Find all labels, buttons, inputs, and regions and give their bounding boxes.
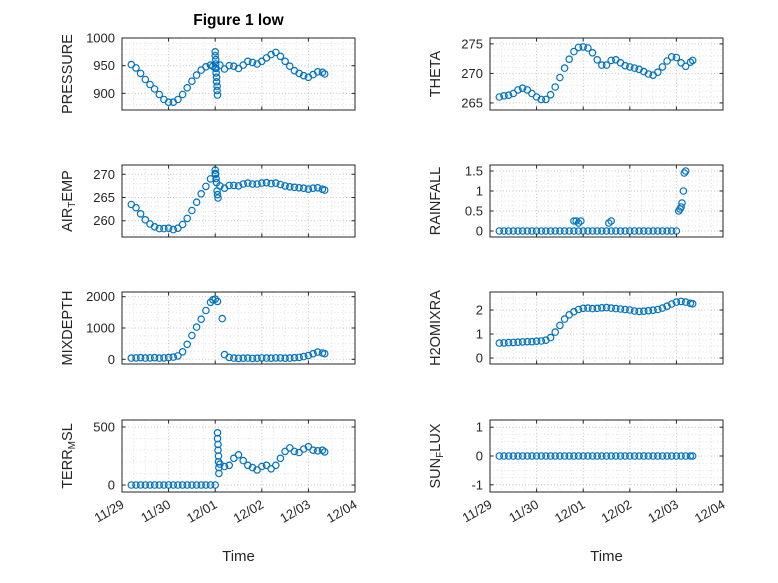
svg-text:0.5: 0.5 [465,204,483,219]
subplot-terr-msl: 0 500 TERRMSL 11/29 11/30 12/01 12/02 12/03 12/0… [22,386,370,581]
svg-text:11/29: 11/29 [92,497,127,526]
svg-text:500: 500 [93,419,115,434]
svg-text:270: 270 [461,66,483,81]
svg-text:1: 1 [476,420,483,435]
svg-text:1: 1 [476,327,483,342]
svg-text:12/04: 12/04 [324,497,360,526]
svg-text:260: 260 [93,213,115,228]
figure-title: Figure 1 low [193,12,284,29]
mixdepth-plot-svg: 0 1000 2000 MIXDEPTH [60,289,356,367]
subplot-rainfall: 0 0.5 1 1.5 RAINFALL [390,131,738,243]
svg-text:900: 900 [93,86,115,101]
svg-text:11/30: 11/30 [506,497,541,526]
subplot-air-temp: 260 265 270 AIRTEMP [22,131,370,243]
svg-text:265: 265 [93,190,115,205]
terr-msl-plot-svg: 0 500 TERRMSL 11/29 11/30 12/01 12/02 12/03 12/0… [60,419,360,526]
svg-text:PRESSURE: PRESSURE [60,34,76,114]
svg-text:275: 275 [461,36,483,51]
svg-text:12/03: 12/03 [645,497,681,526]
svg-text:MIXDEPTH: MIXDEPTH [60,291,76,366]
rainfall-plot-svg: 0 0.5 1 1.5 RAINFALL [428,164,724,239]
svg-text:0: 0 [476,224,483,239]
svg-text:265: 265 [461,95,483,110]
svg-text:H2OMIXRA: H2OMIXRA [428,290,444,366]
x-axis-label-right: Time [590,548,623,565]
pressure-plot-svg: 900 950 1000 PRESSURE [60,31,356,114]
subplot-theta: 265 270 275 THETA [390,4,738,116]
svg-text:12/01: 12/01 [552,497,588,526]
svg-text:TERRMSL: TERRMSL [60,423,78,489]
subplot-sun-flux: -1 0 1 SUNFLUX 11/29 11/30 12/01 12/02 12/03 12/0… [390,386,738,581]
svg-text:-1: -1 [471,477,483,492]
svg-text:11/29: 11/29 [460,497,495,526]
svg-text:1000: 1000 [86,31,115,46]
subplot-mixdepth: 0 1000 2000 MIXDEPTH [22,258,370,370]
svg-text:0: 0 [476,351,483,366]
sun-flux-plot-svg: -1 0 1 SUNFLUX 11/29 11/30 12/01 12/02 12/03 12/0… [428,419,728,526]
svg-text:0: 0 [108,352,115,367]
svg-text:2000: 2000 [86,289,115,304]
svg-text:THETA: THETA [428,50,444,97]
svg-text:1: 1 [476,184,483,199]
subplot-h2omixra: 0 1 2 H2OMIXRA [390,258,738,370]
svg-text:RAINFALL: RAINFALL [428,167,444,236]
svg-text:SUNFLUX: SUNFLUX [428,423,446,488]
svg-text:12/01: 12/01 [184,497,220,526]
svg-text:12/02: 12/02 [599,497,635,526]
svg-text:1000: 1000 [86,321,115,336]
svg-text:1.5: 1.5 [465,164,483,179]
svg-text:0: 0 [108,478,115,493]
svg-text:12/02: 12/02 [231,497,267,526]
svg-text:0: 0 [476,449,483,464]
svg-text:12/03: 12/03 [277,497,313,526]
svg-text:AIRTEMP: AIRTEMP [60,170,78,232]
theta-plot-svg: 265 270 275 THETA [428,36,724,111]
svg-text:2: 2 [476,303,483,318]
svg-text:950: 950 [93,58,115,73]
svg-text:12/04: 12/04 [692,497,728,526]
air-temp-plot-svg: 260 265 270 AIRTEMP [60,164,356,238]
x-axis-label-left: Time [222,548,255,565]
h2omixra-plot-svg: 0 1 2 H2OMIXRA [428,290,724,366]
subplot-pressure: 900 950 1000 PRESSURE [22,4,370,116]
svg-text:11/30: 11/30 [138,497,173,526]
svg-text:270: 270 [93,167,115,182]
